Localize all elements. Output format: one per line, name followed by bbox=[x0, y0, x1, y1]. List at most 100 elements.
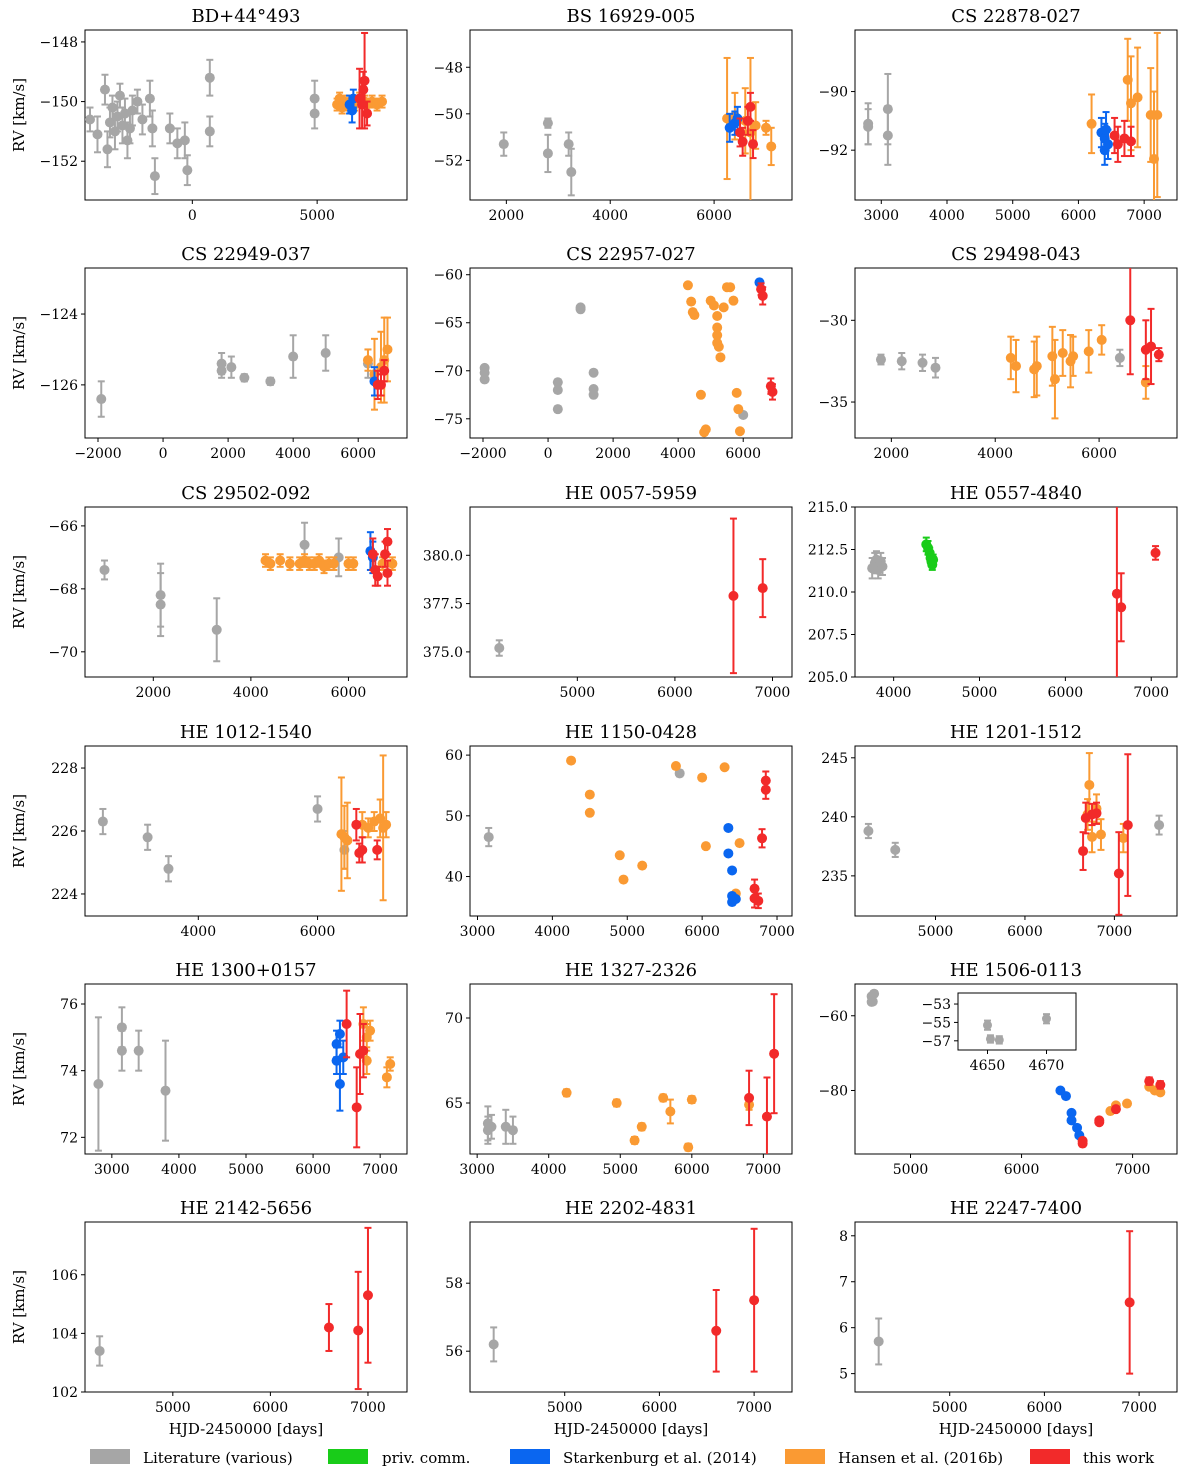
panel-cs-22957-027-xtick-label-0: −2000 bbox=[459, 446, 506, 462]
panel-he-1506-0113-inset-point-0-3 bbox=[1042, 1014, 1051, 1024]
panel-he-0057-5959-data bbox=[494, 517, 768, 675]
panel-he-1506-0113-ytick-label-0: −60 bbox=[818, 1009, 848, 1025]
panel-cs-22957-027-ytick-label-0: −60 bbox=[433, 268, 463, 284]
panel-he-1201-1512-point-0-2 bbox=[1154, 820, 1165, 831]
panel-he-1506-0113-inset-data bbox=[983, 1013, 1051, 1045]
panel-cs-22957-027-ytick-label-1: −65 bbox=[433, 316, 463, 332]
panel-he-1300-0157-xtick-label-4: 7000 bbox=[362, 1162, 398, 1178]
panel-cs-22949-037-xtick-label-2: 2000 bbox=[210, 446, 246, 462]
panel-he-1150-0428-xtick-label-2: 5000 bbox=[609, 924, 645, 940]
legend-swatch-this-work bbox=[1030, 1449, 1070, 1464]
panel-cs-29498-043-point-1-9 bbox=[1083, 346, 1094, 357]
panel-cs-22957-027-point-0-5 bbox=[552, 404, 563, 415]
panel-he-1201-1512-data bbox=[863, 752, 1165, 916]
panel-bd-44-493-point-0-2 bbox=[99, 84, 110, 95]
panel-he-1300-0157-point-1-5 bbox=[385, 1059, 396, 1069]
panel-he-1506-0113-inset-frame bbox=[957, 992, 1077, 1051]
panel-bd-44-493-xtick-label-0: 0 bbox=[188, 208, 197, 224]
panel-bd-44-493-point-0-15 bbox=[137, 114, 148, 125]
panel-he-1506-0113-point-3-6 bbox=[1155, 1079, 1166, 1090]
legend-label-this-work: this work bbox=[1083, 1449, 1155, 1467]
panel-he-1150-0428-ytick-label-0: 40 bbox=[445, 870, 463, 886]
panel-he-2202-4831-point-1-1 bbox=[749, 1295, 760, 1306]
panel-cs-22957-027-point-3-1 bbox=[757, 290, 768, 301]
panel-cs-29502-092-point-0-3 bbox=[211, 624, 222, 635]
panel-bs-16929-005-frame bbox=[469, 29, 793, 201]
panel-he-1150-0428-data bbox=[483, 755, 771, 910]
panel-cs-22957-027-point-1-10 bbox=[712, 322, 723, 333]
panel-he-1201-1512-ytick-label-2: 245 bbox=[821, 751, 848, 767]
panel-bs-16929-005: BS 16929-005 2000 4000 6000 −48 −50 −52 bbox=[433, 6, 793, 224]
panel-cs-22957-027-point-3-3 bbox=[767, 386, 778, 397]
panel-he-1201-1512-ytick-label-1: 240 bbox=[821, 810, 848, 826]
panel-he-1012-1540-point-0-2 bbox=[163, 863, 174, 874]
panel-cs-22878-027-point-1-0 bbox=[1086, 118, 1097, 129]
panel-he-0557-4840-xtick-label-3: 7000 bbox=[1133, 685, 1169, 701]
panel-he-1327-2326-point-1-0 bbox=[561, 1087, 572, 1098]
panel-he-1300-0157-data bbox=[93, 989, 396, 1152]
panel-cs-29498-043-point-0-4 bbox=[1114, 352, 1125, 363]
legend-label-starkenburg: Starkenburg et al. (2014) bbox=[563, 1449, 757, 1467]
panel-bd-44-493-point-0-23 bbox=[204, 72, 215, 83]
panel-he-1327-2326-data bbox=[482, 993, 780, 1154]
panel-bs-16929-005-xtick-label-2: 6000 bbox=[696, 208, 732, 224]
panel-he-1300-0157-point-2-3 bbox=[334, 1029, 345, 1039]
panel-he-1150-0428-xtick-label-1: 4000 bbox=[535, 924, 571, 940]
panel-he-1201-1512-point-0-0 bbox=[863, 826, 874, 836]
panel-cs-29502-092-data bbox=[99, 521, 398, 663]
panel-bd-44-493-point-3-2 bbox=[358, 84, 369, 95]
panel-he-1300-0157-xtick-label-3: 6000 bbox=[295, 1162, 331, 1178]
legend-label-priv: priv. comm. bbox=[382, 1449, 470, 1467]
panel-cs-29498-043-series-this-work bbox=[1125, 268, 1164, 386]
panel-he-1506-0113-point-3-3 bbox=[1094, 1117, 1105, 1128]
panel-bd-44-493-point-0-22 bbox=[182, 165, 193, 176]
panel-he-1506-0113-series-hansen-et-al-2016b bbox=[1105, 1081, 1166, 1117]
panel-bd-44-493: BD+44°493 0 5000 −148 −150 −152 RV [km/s] bbox=[10, 6, 408, 224]
panel-he-1201-1512-point-0-1 bbox=[890, 844, 901, 855]
panel-cs-29498-043-data bbox=[875, 268, 1164, 420]
panel-cs-22957-027-point-1-6 bbox=[700, 424, 711, 435]
panel-cs-22957-027-data bbox=[479, 277, 778, 438]
panel-he-1012-1540-point-0-3 bbox=[312, 803, 323, 814]
panel-he-1300-0157-title: HE 1300+0157 bbox=[175, 960, 316, 981]
panel-he-1506-0113-inset-ytick-label-1: −55 bbox=[921, 1015, 951, 1031]
panel-he-1300-0157-ytick-label-0: 72 bbox=[60, 1130, 78, 1146]
panel-cs-29502-092-point-1-1 bbox=[265, 558, 276, 569]
panel-he-2202-4831-ytick-label-1: 58 bbox=[445, 1276, 463, 1292]
panel-cs-29498-043-xtick-label-0: 2000 bbox=[874, 446, 910, 462]
panel-he-1150-0428-point-1-0 bbox=[566, 755, 577, 766]
panel-he-2142-5656-title: HE 2142-5656 bbox=[180, 1198, 312, 1219]
panel-he-2247-7400-title: HE 2247-7400 bbox=[950, 1198, 1082, 1219]
panel-he-1150-0428-point-1-1 bbox=[584, 789, 595, 800]
panel-he-2247-7400: HE 2247-7400 5000 6000 7000 5 6 7 8 HJD-2450000 … bbox=[839, 1198, 1178, 1438]
panel-he-1300-0157-series-this-work bbox=[341, 989, 369, 1149]
panel-bd-44-493-point-0-18 bbox=[149, 171, 160, 182]
panel-he-1506-0113-ytick-label-1: −80 bbox=[818, 1083, 848, 1099]
panel-bd-44-493-point-0-10 bbox=[119, 108, 130, 119]
panel-he-1150-0428-point-2-2 bbox=[727, 865, 738, 876]
panel-bs-16929-005-series-this-work bbox=[735, 91, 759, 160]
panel-he-1506-0113-xtick-label-0: 5000 bbox=[893, 1162, 929, 1178]
panel-he-2202-4831-data bbox=[488, 1227, 760, 1373]
panel-he-0557-4840-series-literature-various bbox=[867, 550, 888, 580]
panel-he-1012-1540-ytick-label-2: 228 bbox=[51, 761, 78, 777]
panel-cs-22949-037-point-0-6 bbox=[288, 351, 299, 362]
panel-he-1300-0157-point-0-4 bbox=[160, 1085, 171, 1096]
panel-he-1506-0113-point-3-5 bbox=[1144, 1076, 1155, 1087]
panel-cs-29502-092-point-1-2 bbox=[275, 555, 286, 566]
panel-he-2202-4831-xtick-label-2: 7000 bbox=[736, 1400, 772, 1416]
panel-he-2247-7400-frame bbox=[854, 1221, 1178, 1393]
panel-he-2142-5656-series-literature-various bbox=[94, 1335, 105, 1367]
panel-he-2142-5656: HE 2142-5656 5000 6000 7000 102 104 106 RV [km/… bbox=[10, 1198, 408, 1438]
panel-cs-29502-092-frame bbox=[84, 506, 408, 678]
panel-bs-16929-005-title: BS 16929-005 bbox=[567, 6, 696, 27]
panel-cs-29502-092-series-literature-various bbox=[99, 521, 344, 663]
panel-he-1300-0157-series-literature-various bbox=[93, 1006, 171, 1152]
panel-he-1327-2326-ytick-label-0: 65 bbox=[445, 1096, 463, 1112]
panel-he-1506-0113-point-2-2 bbox=[1122, 1098, 1133, 1109]
panel-he-0557-4840-series-priv-comm bbox=[921, 536, 939, 571]
panel-he-1506-0113: HE 1506-0113 5000 6000 7000 −60 −80 4650 4670 −5… bbox=[818, 960, 1178, 1178]
panel-he-1506-0113-point-0-2 bbox=[867, 996, 878, 1007]
panel-cs-29498-043-ytick-label-0: −30 bbox=[818, 313, 848, 329]
panel-cs-22949-037-frame bbox=[84, 267, 408, 439]
